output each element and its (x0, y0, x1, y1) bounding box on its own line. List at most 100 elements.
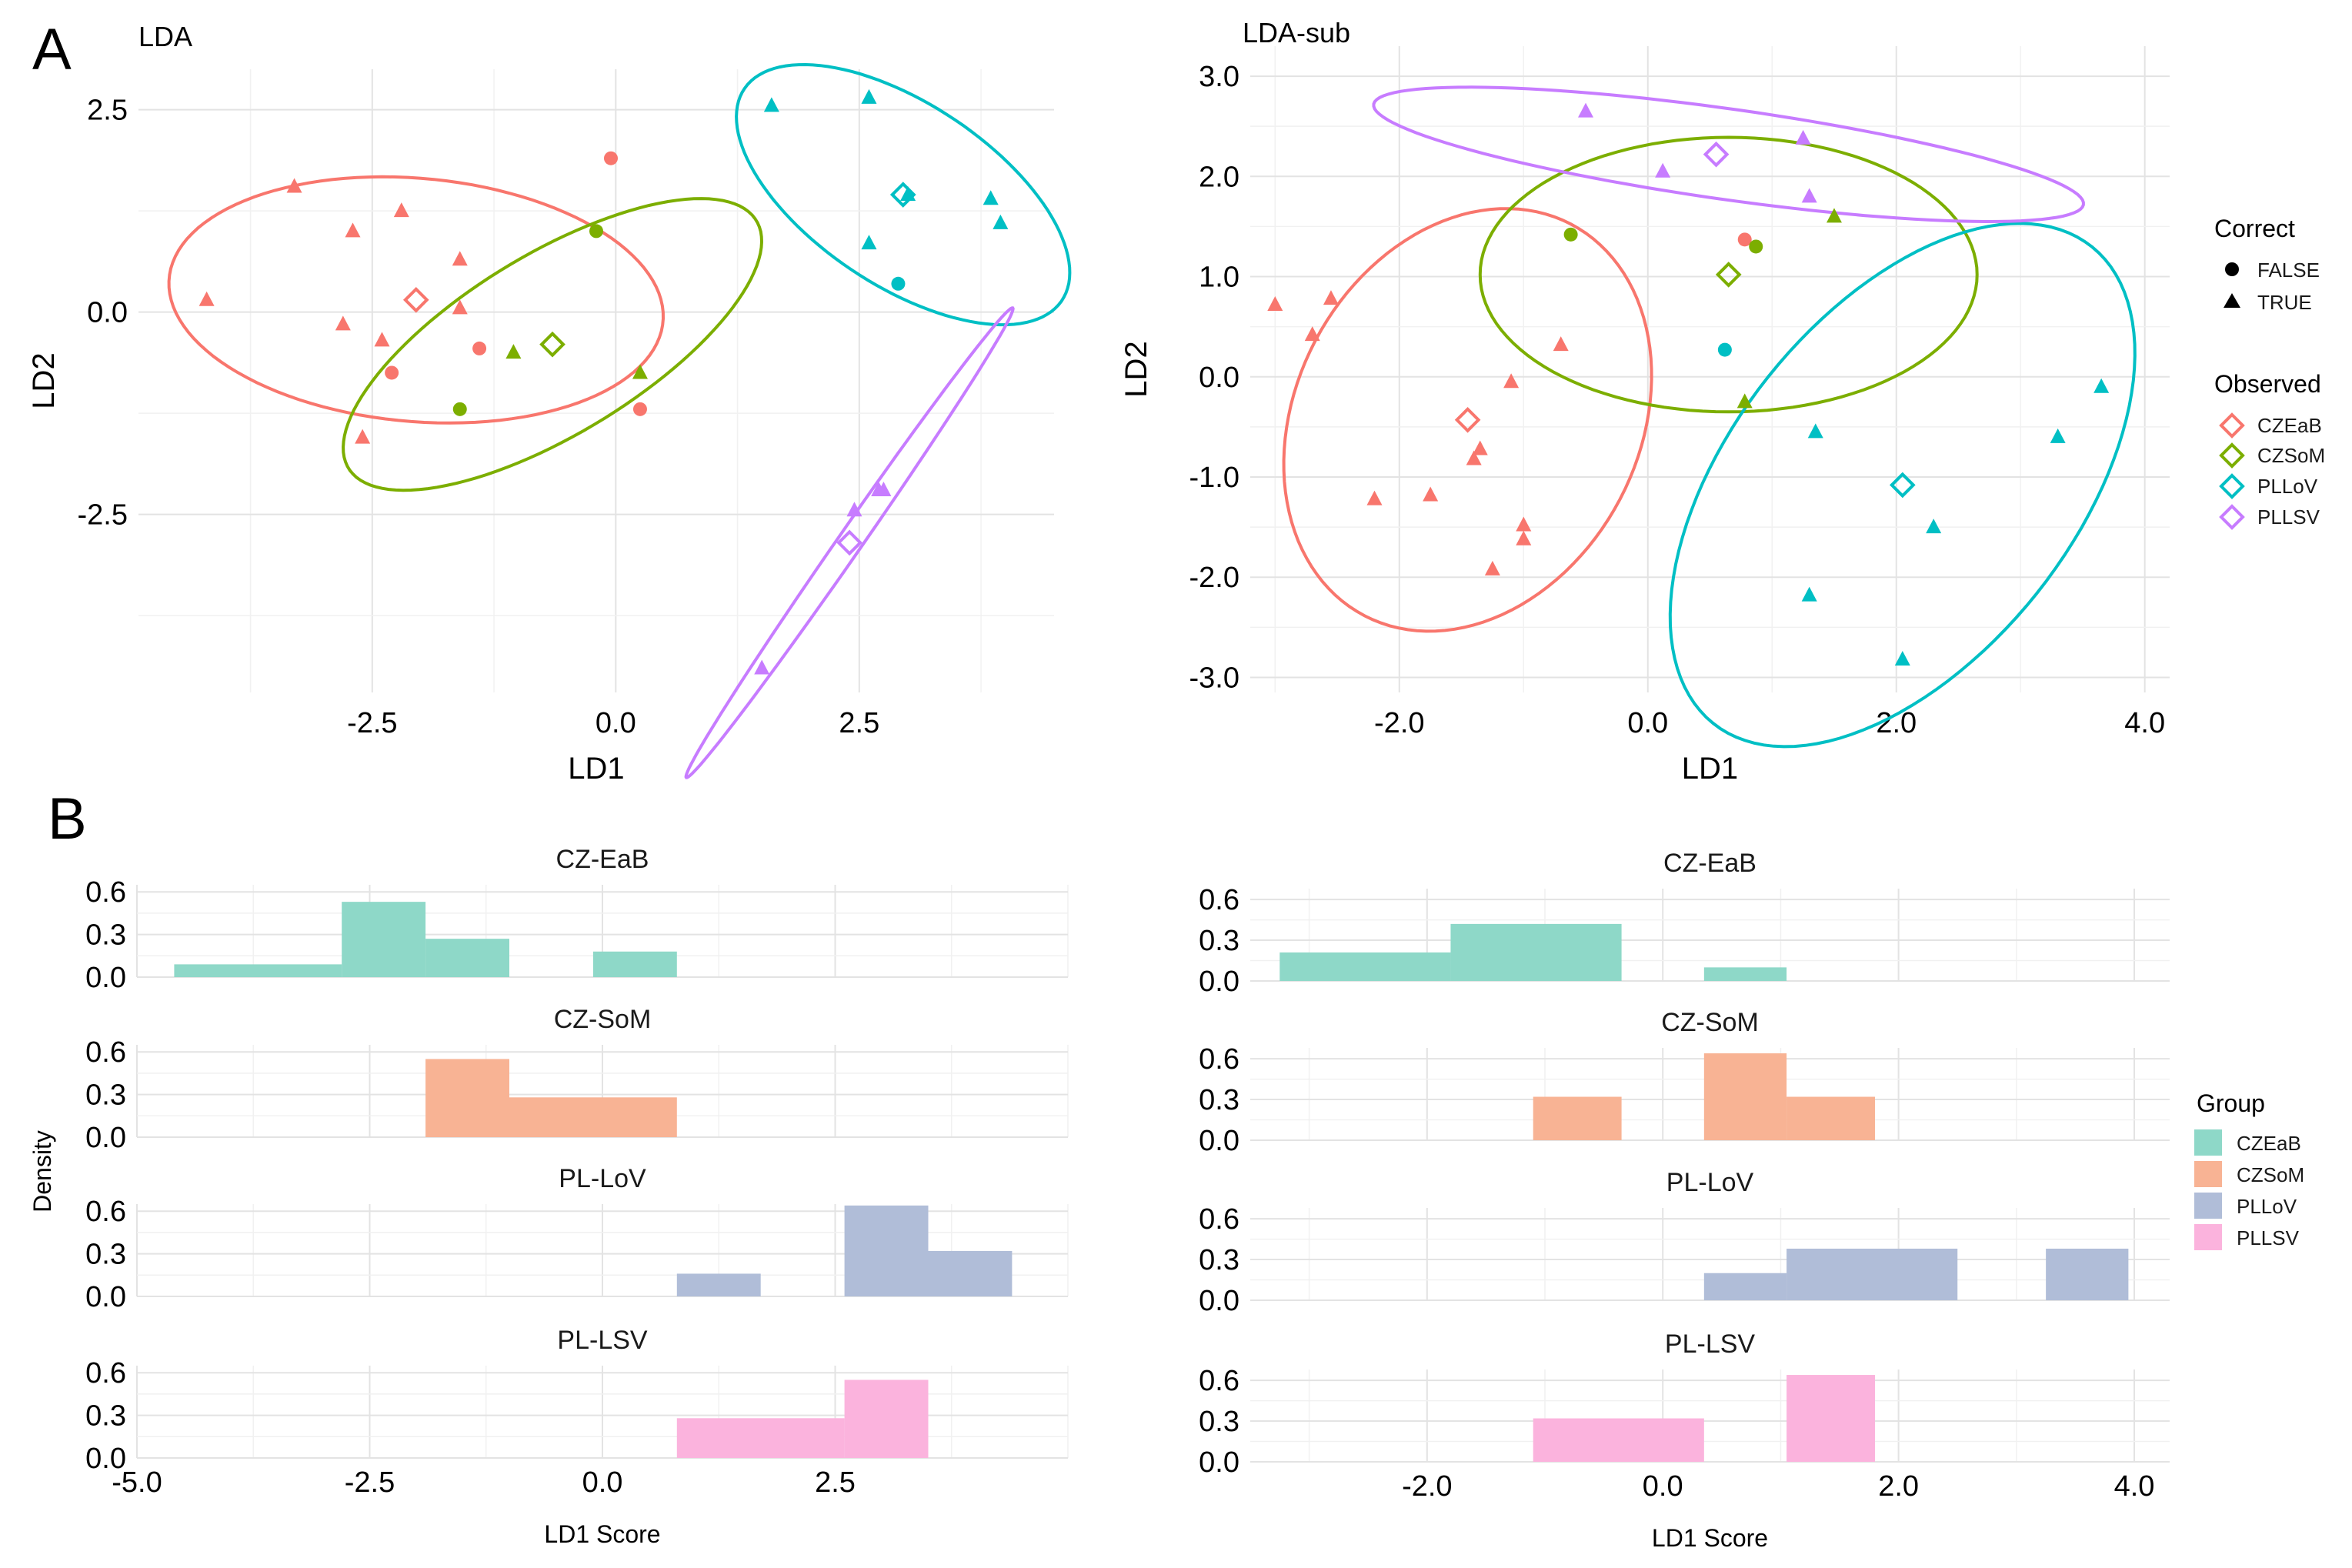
facet-cz-eab: CZ-EaB 0.0 0.3 0.6 (85, 845, 1069, 994)
x-tick-label: 2.0 (1878, 1470, 1919, 1503)
y-tick-label: 0.0 (87, 297, 128, 329)
data-point-false-czsom (1749, 239, 1763, 254)
data-point-true-czsom (505, 344, 522, 359)
y-tick-label: 0.0 (85, 1281, 126, 1313)
y-tick-label: 0.3 (85, 1400, 126, 1433)
legend-observed-czsom-label: CZSoM (2257, 444, 2325, 467)
x-tick-label: -5.0 (112, 1466, 162, 1499)
data-point-true-pllov (1894, 651, 1910, 666)
legend-observed-title: Observed (2214, 370, 2321, 398)
y-tick-label: 0.0 (85, 1122, 126, 1154)
x-tick-label: 2.5 (839, 707, 879, 739)
confidence-ellipse-czsom (342, 197, 764, 492)
confidence-ellipse-pllsv (684, 306, 1015, 779)
histogram-bar-pllov (676, 1273, 761, 1296)
histogram-bar-pllov (1787, 1248, 1958, 1300)
y-tick-label: 0.0 (85, 1443, 126, 1475)
confidence-ellipse-czeab (1282, 207, 1653, 633)
confidence-ellipse-czeab (167, 175, 666, 425)
legend-observed-czeab-symbol (2219, 412, 2245, 439)
y-tick-label: 0.0 (1199, 1285, 1239, 1317)
histogram-bar-czeab (425, 939, 509, 977)
facet-label: CZ-EaB (556, 845, 649, 874)
x-tick-label: 0.0 (596, 707, 636, 739)
x-tick-label: -2.0 (1402, 1470, 1452, 1503)
legend-observed-pllsv-symbol (2219, 504, 2245, 530)
y-tick-label: 3.0 (1199, 61, 1239, 93)
data-point-true-czeab (1516, 530, 1532, 545)
data-point-false-czsom (1563, 227, 1578, 242)
legend-group-czsom-swatch (2194, 1161, 2222, 1187)
histogram-lda-full: CZ-EaB 0.0 0.3 0.6 CZ-SoM 0.0 0.3 0.6 PL-LoV 0.0 0… (28, 845, 1069, 1548)
legend-group: Group CZEaB CZSoM PLLoV PLLSV (2194, 1089, 2304, 1250)
lda-sub-scatter-plot: -2.0 0.0 2.0 4.0 -3.0 -2.0 -1.0 0.0 1.0 2.0 3.0 LD1… (1119, 17, 2170, 786)
data-point-true-czsom (1736, 393, 1753, 409)
y-tick-label: 0.3 (1199, 925, 1239, 957)
legend-true-label: TRUE (2257, 291, 2312, 314)
histogram-bar-czsom (1533, 1096, 1622, 1140)
histogram-bar-czeab (592, 951, 677, 977)
legend-group-czsom-label: CZSoM (2237, 1163, 2304, 1186)
legend-lda: Correct FALSE TRUE Observed CZEaB CZSoM … (2214, 215, 2325, 530)
data-point-false-czeab (632, 402, 647, 416)
facet-pl-lov: PL-LoV 0.0 0.3 0.6 (85, 1164, 1069, 1313)
x-tick-label: 0.0 (1627, 707, 1668, 739)
data-point-false-pllov (891, 276, 906, 291)
legend-correct-title: Correct (2214, 215, 2295, 242)
y-tick-label: 2.0 (1199, 161, 1239, 193)
histogram-bar-pllov (844, 1205, 929, 1296)
histogram-bar-pllov (928, 1250, 1013, 1296)
facet-pl-lov: PL-LoV 0.0 0.3 0.6 (1199, 1168, 2170, 1317)
x-tick-label: 0.0 (1643, 1470, 1683, 1503)
panel-letter-a: A (32, 17, 72, 82)
y-axis-title: Density (28, 1130, 56, 1213)
x-axis-title: LD1 (568, 752, 624, 786)
x-tick-label: -2.5 (347, 707, 397, 739)
data-point-true-pllov (861, 88, 877, 104)
histogram-bar-czeab (342, 902, 426, 977)
data-point-true-pllsv (754, 659, 770, 675)
histogram-bar-pllsv (844, 1380, 929, 1458)
centroid-czsom (1715, 262, 1742, 288)
data-point-true-czsom (632, 364, 648, 379)
confidence-ellipse-pllsv (1372, 85, 2085, 224)
data-point-false-czsom (589, 224, 603, 239)
data-point-true-czeab (1472, 440, 1488, 455)
data-point-true-czeab (1423, 486, 1439, 502)
data-point-true-pllsv (876, 482, 892, 497)
plot-title: LDA-sub (1243, 17, 1350, 48)
x-tick-label: 2.0 (1876, 707, 1917, 739)
data-point-true-czeab (452, 251, 468, 266)
y-tick-label: 1.0 (1199, 262, 1239, 294)
data-point-true-czeab (1516, 516, 1532, 532)
legend-observed-pllsv-label: PLLSV (2257, 505, 2320, 529)
histogram-bar-czsom (509, 1097, 677, 1137)
facet-cz-som: CZ-SoM 0.0 0.3 0.6 (85, 1005, 1069, 1154)
histogram-bar-pllsv (676, 1418, 845, 1458)
y-tick-label: 0.6 (85, 1036, 126, 1069)
data-point-false-czsom (452, 402, 467, 416)
histogram-bar-czsom (425, 1059, 509, 1137)
data-point-false-czeab (385, 365, 399, 380)
y-tick-label: 0.0 (1199, 1125, 1239, 1157)
y-tick-label: 0.3 (85, 1239, 126, 1271)
histogram-bar-pllsv (1533, 1418, 1704, 1462)
histogram-bar-pllov (2046, 1248, 2129, 1300)
centroid-pllsv (836, 529, 862, 556)
data-point-true-pllsv (1655, 162, 1671, 178)
data-point-true-czeab (374, 332, 390, 347)
y-tick-label: 0.3 (1199, 1406, 1239, 1438)
legend-false-label: FALSE (2257, 259, 2320, 282)
y-tick-label: 2.5 (87, 95, 128, 127)
data-point-true-czeab (1466, 450, 1482, 465)
data-point-true-czeab (1267, 296, 1283, 311)
legend-group-pllsv-swatch (2194, 1224, 2222, 1250)
histogram-bar-pllsv (1787, 1375, 1875, 1462)
data-point-true-czeab (1503, 373, 1520, 389)
facet-cz-eab: CZ-EaB 0.0 0.3 0.6 (1199, 849, 2170, 998)
data-point-true-pllov (1926, 519, 1942, 534)
data-point-true-czeab (393, 202, 409, 218)
x-tick-label: -2.5 (345, 1466, 395, 1499)
confidence-ellipse-pllov (1668, 222, 2137, 749)
